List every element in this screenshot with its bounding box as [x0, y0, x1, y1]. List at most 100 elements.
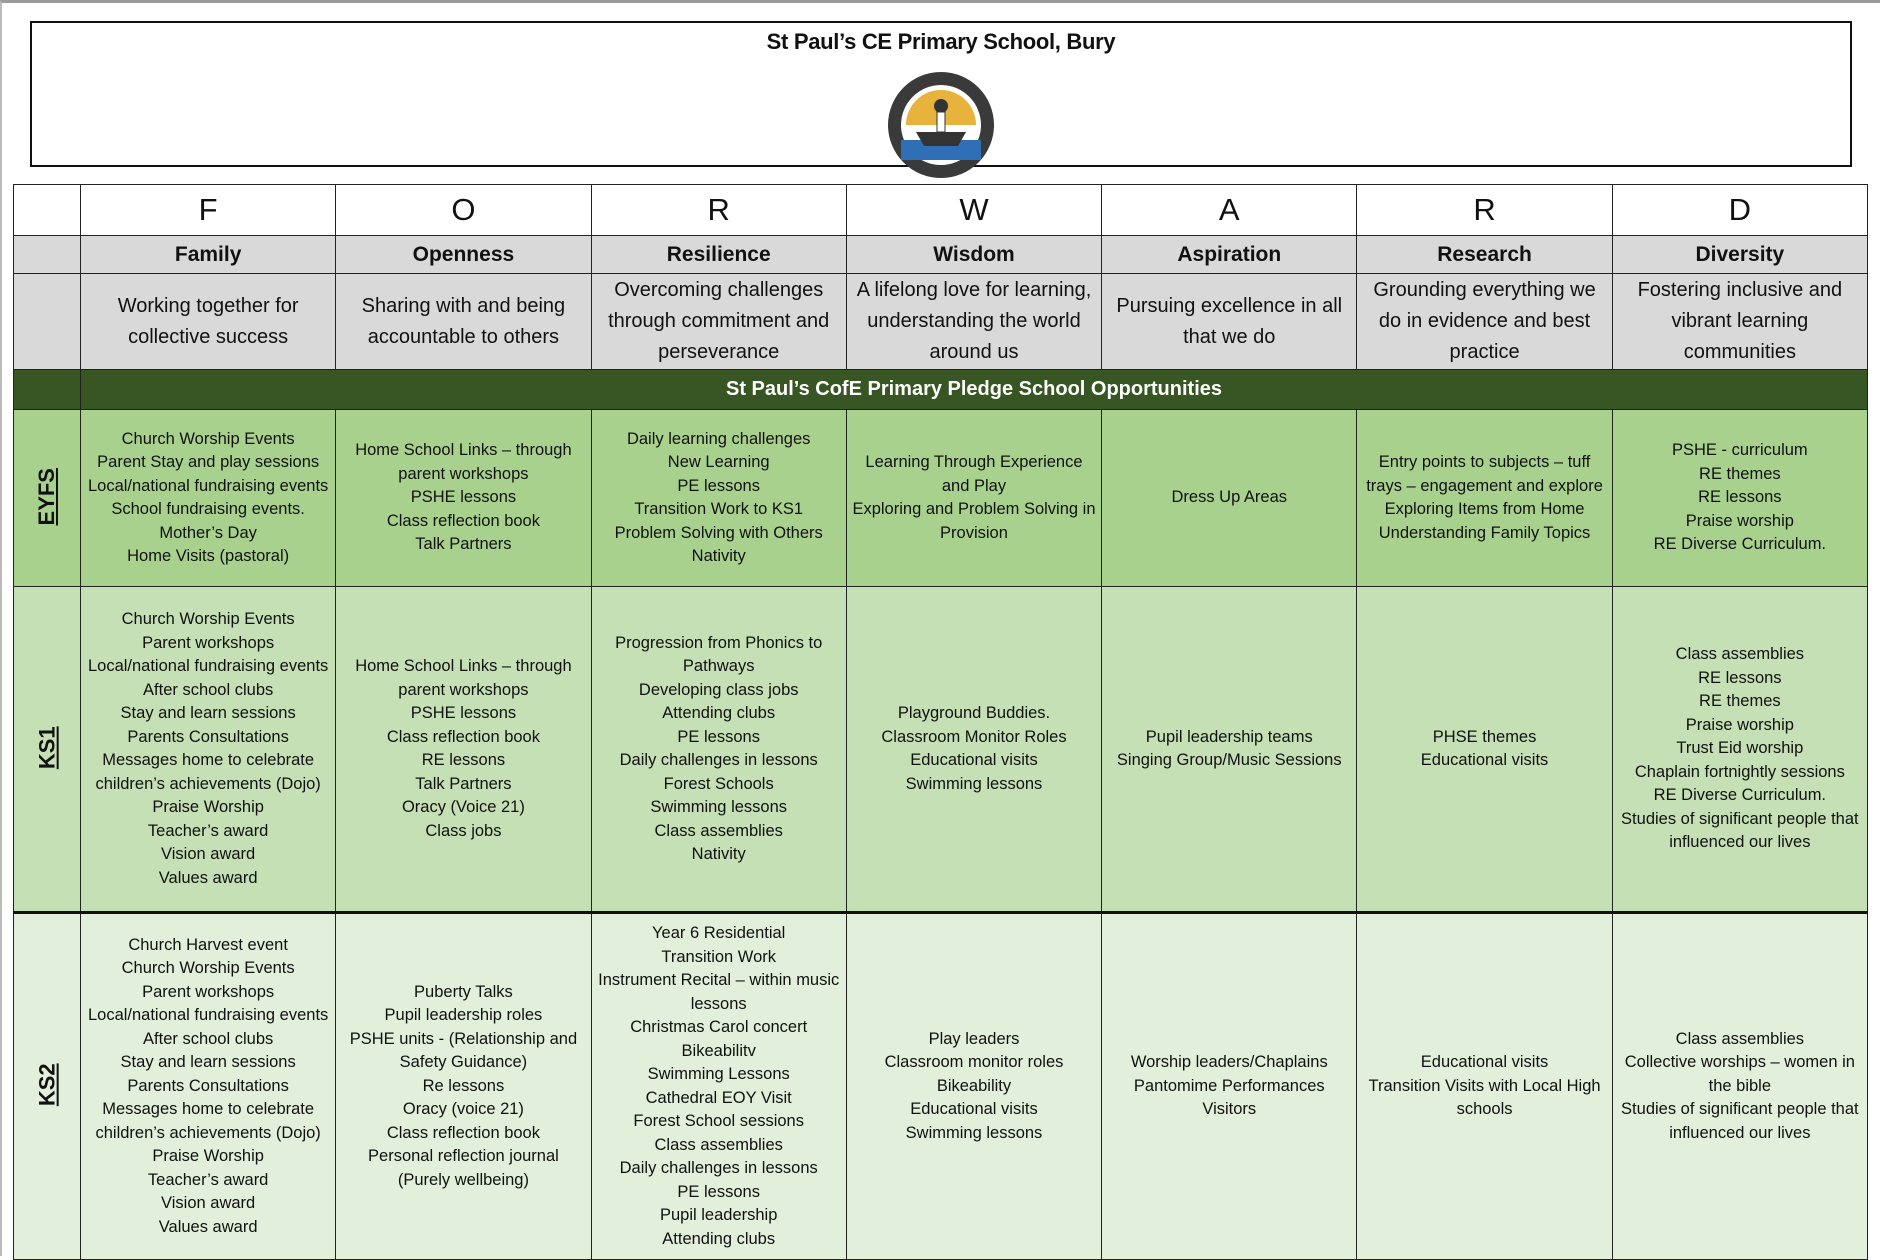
- opportunity-item: Swimming lessons: [650, 798, 788, 816]
- opportunity-cell: Year 6 Residential Transition Work Instrum…: [590, 911, 847, 1260]
- stage-row-ks1: KS1 Church Worship Events Parent workshops…: [13, 586, 1869, 913]
- opportunity-cell: Home School Links – through parent works…: [335, 409, 592, 587]
- opportunity-item: Educational visits: [1420, 1053, 1549, 1072]
- opportunity-item: Class jobs: [425, 821, 502, 840]
- opportunity-item: Home School Links – through parent works…: [355, 441, 572, 483]
- opportunity-item: Pupil leadership: [659, 1206, 778, 1224]
- opportunity-cell: PSHE - curriculum RE themes RE lessons Prai…: [1611, 409, 1869, 587]
- opportunity-item: Daily challenges in lessons: [619, 1159, 818, 1177]
- opportunity-item: New Learning: [667, 453, 770, 471]
- opportunity-item: Stay and learn sessions: [120, 704, 296, 722]
- opportunity-item: Church Harvest event: [128, 935, 288, 954]
- stage-label: KS2: [34, 1063, 60, 1107]
- value-name-cell: Wisdom: [845, 235, 1103, 274]
- opportunity-item: Classroom monitor roles: [884, 1053, 1064, 1072]
- opportunity-item: Transition Visits with Local High school…: [1368, 1076, 1601, 1119]
- value-description-cell: Pursuing excellence in all that we do: [1101, 273, 1358, 370]
- opportunity-item: Progression from Phonics to Pathways: [615, 633, 823, 676]
- opportunity-item: Praise worship: [1685, 715, 1794, 734]
- opportunity-cell: Progression from Phonics to Pathways Deve…: [590, 586, 847, 913]
- school-title: St Paul’s CE Primary School, Bury: [766, 29, 1116, 54]
- opportunity-item: Vision award: [161, 845, 256, 863]
- value-name-cell: Aspiration: [1101, 235, 1358, 274]
- opportunity-item: Worship leaders/Chaplains: [1130, 1053, 1328, 1072]
- opportunity-item: Vision award: [161, 1194, 256, 1213]
- opportunity-item: After school clubs: [143, 680, 274, 699]
- opportunity-item: Dress Up Areas: [1171, 488, 1288, 507]
- opportunity-item: Parents Consultations: [127, 1076, 289, 1095]
- opportunity-item: Exploring Items from Home: [1384, 500, 1585, 518]
- opportunity-item: Pantomime Performances: [1133, 1076, 1325, 1095]
- opportunity-cell: Class assemblies Collective worships – wo…: [1611, 911, 1869, 1260]
- opportunity-item: Daily learning challenges: [626, 429, 811, 448]
- opportunity-item: Pupil leadership teams: [1145, 727, 1313, 746]
- opportunity-item: PHSE themes: [1432, 727, 1537, 746]
- opportunity-item: Exploring and Problem Solving in Provisi…: [852, 500, 1096, 542]
- value-name-cell: Diversity: [1611, 235, 1869, 274]
- letter-cell: R: [1356, 184, 1613, 236]
- opportunity-item: Messages home to celebrate children’s ac…: [95, 751, 321, 793]
- opportunity-item: School fundraising events.: [111, 500, 305, 518]
- value-description-cell: Fostering inclusive and vibrant learning…: [1611, 273, 1869, 370]
- opportunity-item: Puberty Talks: [414, 982, 513, 1001]
- opportunity-cell: Class assemblies RE lessons RE themes Prais…: [1611, 586, 1869, 913]
- opportunity-item: Year 6 Residential: [652, 924, 786, 942]
- opportunity-cell: Entry points to subjects – tuff trays – …: [1356, 409, 1613, 587]
- stage-label-cell: KS2: [13, 911, 81, 1260]
- opportunity-item: Playground Buddies.: [897, 704, 1051, 722]
- opportunity-item: Attending clubs: [662, 1229, 776, 1248]
- opportunity-item: Classroom Monitor Roles: [881, 727, 1067, 746]
- letter-cell: O: [335, 184, 592, 236]
- opportunity-item: Swimming lessons: [905, 774, 1043, 793]
- opportunity-item: Personal reflection journal (Purely well…: [368, 1147, 559, 1189]
- opportunity-item: Home School Links – through parent works…: [355, 657, 572, 699]
- opportunity-item: Forest School sessions: [633, 1112, 804, 1130]
- opportunity-item: PSHE units - (Relationship and Safety Gu…: [349, 1029, 578, 1072]
- opportunity-item: Educational visits: [910, 1100, 1038, 1119]
- stage-row-eyfs: EYFS Church Worship Events Parent Stay and…: [13, 409, 1869, 587]
- opportunity-item: PE lessons: [677, 727, 760, 746]
- school-logo: [888, 72, 994, 178]
- opportunity-cell: Play leaders Classroom monitor roles Bikea…: [845, 911, 1103, 1260]
- value-description-cell: A lifelong love for learning, understand…: [845, 273, 1103, 370]
- opportunity-item: Praise Worship: [152, 798, 264, 816]
- opportunity-item: Nativity: [691, 845, 746, 863]
- opportunity-item: Educational visits: [1420, 751, 1549, 769]
- opportunity-item: Daily challenges in lessons: [619, 751, 818, 769]
- opportunity-item: RE themes: [1699, 464, 1781, 483]
- opportunity-item: Local/national fundraising events: [87, 476, 329, 495]
- stage-label-cell: EYFS: [13, 409, 81, 587]
- opportunity-item: Class assemblies: [654, 821, 783, 840]
- opportunity-cell: Church Worship Events Parent workshops Loc…: [79, 586, 337, 913]
- opportunity-item: RE lessons: [421, 751, 506, 769]
- opportunity-item: Educational visits: [910, 751, 1038, 769]
- opportunity-item: Oracy (Voice 21): [401, 798, 525, 816]
- opportunity-item: Local/national fundraising events: [87, 1006, 329, 1025]
- opportunity-item: Home Visits (pastoral): [127, 547, 290, 565]
- opportunity-item: Class assemblies: [1675, 645, 1805, 664]
- value-description-cell: Overcoming challenges through commitment…: [590, 273, 847, 370]
- opportunity-item: PSHE - curriculum: [1671, 441, 1808, 460]
- opportunity-item: Parents Consultations: [127, 727, 289, 746]
- opportunity-item: RE Diverse Curriculum.: [1653, 535, 1827, 554]
- value-description-cell: Sharing with and being accountable to ot…: [335, 273, 592, 370]
- opportunity-item: Chaplain fortnightly sessions: [1634, 762, 1845, 781]
- opportunity-item: Entry points to subjects – tuff trays – …: [1366, 453, 1603, 495]
- opportunity-item: Re lessons: [422, 1076, 505, 1095]
- opportunity-item: Praise Worship: [152, 1147, 264, 1166]
- opportunity-item: PE lessons: [677, 476, 760, 495]
- opportunity-cell: Church Worship Events Parent Stay and pla…: [79, 409, 337, 587]
- opportunity-item: Visitors: [1202, 1100, 1257, 1119]
- value-name-cell: Family: [79, 235, 337, 274]
- opportunity-item: Talk Partners: [415, 774, 512, 793]
- value-description-cell: Grounding everything we do in evidence a…: [1356, 273, 1613, 370]
- opportunity-item: Studies of significant people that influ…: [1621, 809, 1859, 852]
- opportunity-item: Mother’s Day: [159, 523, 257, 542]
- opportunity-item: Class reflection book: [386, 727, 540, 746]
- opportunity-item: Praise worship: [1685, 511, 1794, 530]
- opportunity-item: Understanding Family Topics: [1378, 523, 1591, 542]
- stage-row-ks2: KS2 Church Harvest event Church Worship Ev…: [13, 911, 1869, 1260]
- opportunity-item: Attending clubs: [662, 704, 776, 722]
- opportunity-item: Pupil leadership roles: [384, 1006, 543, 1025]
